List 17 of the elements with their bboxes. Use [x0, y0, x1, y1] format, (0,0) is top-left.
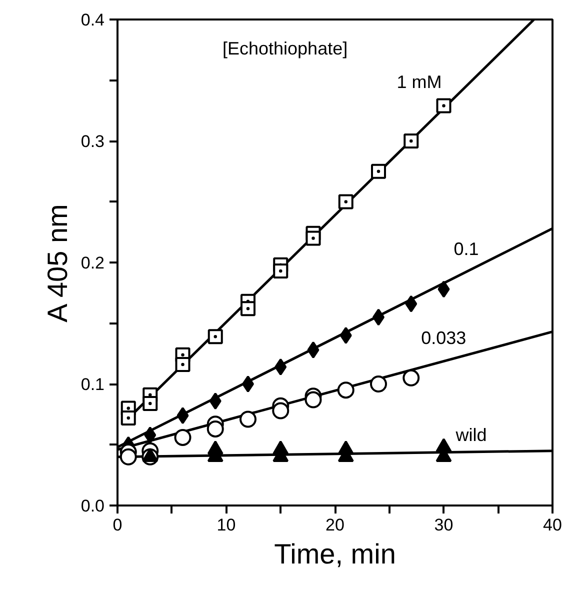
series-label: wild [454, 424, 487, 445]
x-tick-label: 10 [216, 516, 236, 534]
y-tick-label: 0.3 [80, 132, 105, 151]
legend-title: [Echothiophate] [222, 38, 348, 58]
x-axis-title: Time, min [274, 538, 396, 570]
y-tick-label: 0.0 [80, 496, 105, 516]
y-tick-label: 0.4 [80, 10, 105, 30]
x-tick-label: 0 [112, 516, 122, 534]
series-label: 0.1 [454, 239, 479, 260]
y-tick-label: 0.2 [80, 254, 105, 272]
series-label: 1 mM [396, 72, 442, 92]
y-tick-label: 0.1 [80, 375, 105, 394]
x-tick-label: 20 [326, 516, 344, 534]
x-tick-label: 30 [434, 516, 454, 534]
y-axis-title: A 405 nm [42, 204, 73, 322]
series-label: 0.033 [421, 328, 466, 348]
x-tick-label: 40 [543, 516, 562, 534]
